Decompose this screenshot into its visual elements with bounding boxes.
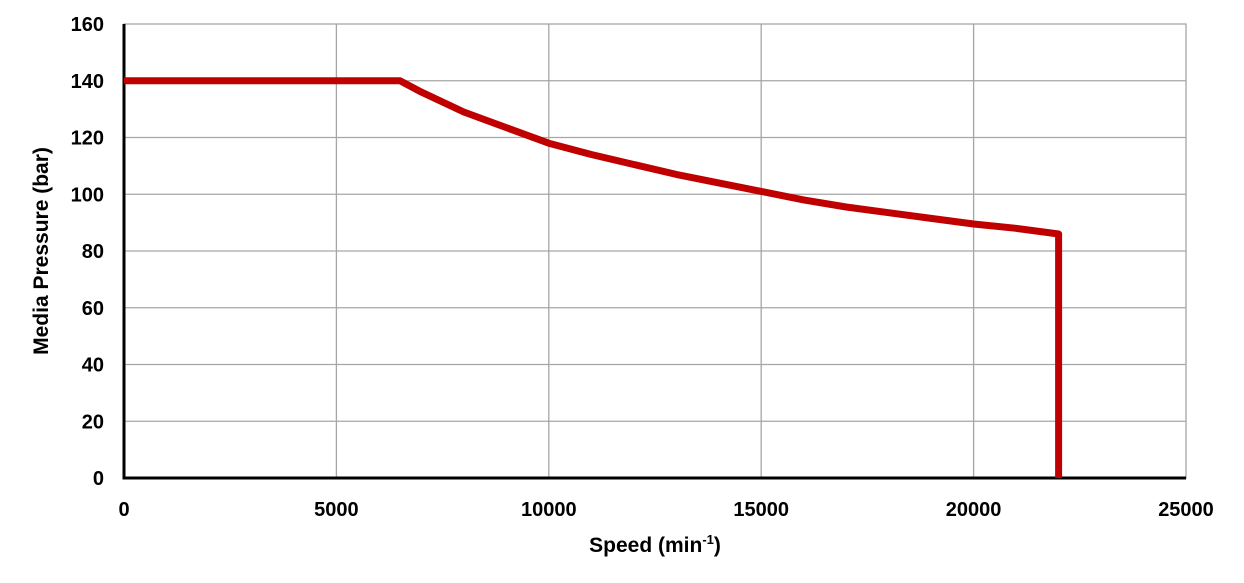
y-tick-label: 120 [71, 128, 104, 150]
y-tick-label: 80 [82, 241, 104, 263]
y-tick-label: 20 [82, 411, 104, 433]
series-line [124, 77, 1063, 478]
y-tick-label: 40 [82, 355, 104, 377]
x-axis-title-suffix: ) [714, 534, 721, 557]
x-axis-title-main: Speed (min [589, 534, 702, 557]
x-tick-label: 20000 [946, 499, 1002, 521]
x-tick-label: 0 [118, 499, 129, 521]
grid [123, 23, 1187, 479]
y-tick-label: 140 [71, 71, 104, 93]
x-tick-label: 5000 [314, 499, 359, 521]
tick-labels: 0 5000 10000 15000 20000 25000 0 20 40 60 80 100 120… [71, 14, 1214, 521]
x-axis-title: Speed (min-1) [589, 532, 721, 557]
x-axis-title-superscript: -1 [702, 532, 714, 547]
x-tick-label: 15000 [733, 499, 789, 521]
y-tick-label: 160 [71, 14, 104, 36]
y-tick-label: 60 [82, 298, 104, 320]
x-tick-label: 10000 [521, 499, 577, 521]
axes [122, 24, 1186, 480]
y-tick-label: 100 [71, 184, 104, 206]
x-tick-label: 25000 [1158, 499, 1214, 521]
series-layer [124, 77, 1063, 478]
y-tick-label: 0 [93, 468, 104, 490]
y-axis-title: Media Pressure (bar) [30, 147, 53, 355]
